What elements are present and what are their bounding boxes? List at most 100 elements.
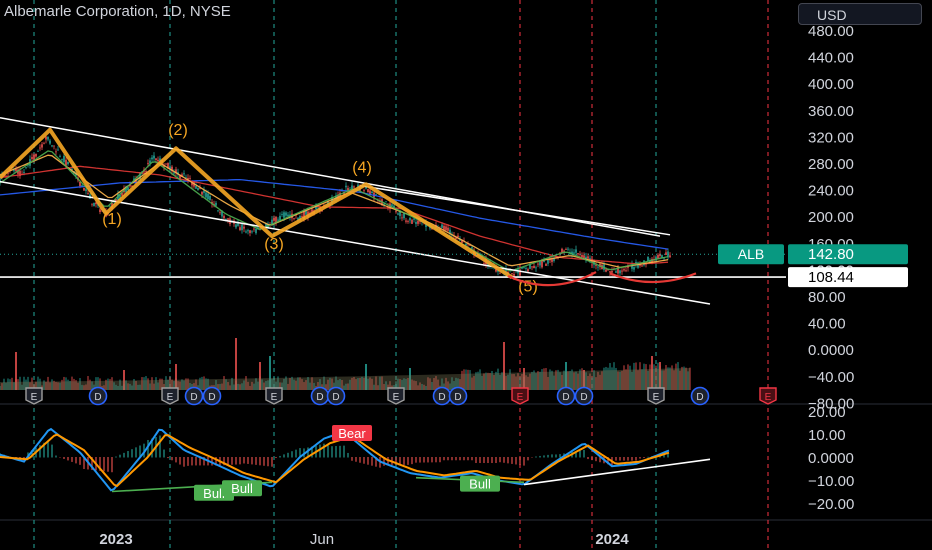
dividend-badge[interactable] <box>448 386 468 406</box>
earnings-badge[interactable] <box>25 387 43 405</box>
price-axis-tick: 280.00 <box>808 156 854 173</box>
volume-bar <box>685 367 687 390</box>
volume-bar <box>611 367 613 390</box>
volume-bar <box>207 378 209 390</box>
candle-body <box>117 194 119 201</box>
earnings-badge[interactable] <box>511 387 529 405</box>
candle-body <box>541 261 543 268</box>
earnings-badge[interactable] <box>387 387 405 405</box>
candle-body <box>275 216 277 223</box>
earnings-badge[interactable] <box>265 387 283 405</box>
volume-bar <box>689 367 691 390</box>
oscillator-histogram-bar <box>619 457 621 461</box>
candle-body <box>553 258 555 261</box>
candle-body <box>135 179 137 184</box>
volume-bar <box>9 379 11 390</box>
candle-body <box>449 229 451 234</box>
event-letter: D <box>438 392 445 403</box>
volume-bar <box>85 384 87 390</box>
volume-bar <box>253 383 255 390</box>
oscillator-histogram-bar <box>115 456 117 458</box>
dividend-badge[interactable] <box>574 386 594 406</box>
candle-body <box>371 191 373 194</box>
volume-bar <box>47 376 49 390</box>
candle-body <box>583 255 585 259</box>
oscillator-histogram-bar <box>575 451 577 458</box>
price-axis-tick: 200.00 <box>808 209 854 226</box>
dividend-badge[interactable] <box>556 386 576 406</box>
volume-bar <box>201 376 203 390</box>
candle-body <box>305 210 307 215</box>
candle-body <box>605 269 607 272</box>
volume-bar <box>437 379 439 390</box>
candle-body <box>365 187 367 189</box>
oscillator-histogram-bar <box>667 453 669 458</box>
volume-bar <box>45 381 47 390</box>
volume-bar <box>137 384 139 390</box>
candle-body <box>315 206 317 210</box>
volume-bar <box>131 385 133 390</box>
volume-bar <box>539 371 541 390</box>
dividend-badge[interactable] <box>202 386 222 406</box>
candle-body <box>95 202 97 205</box>
volume-bar <box>257 381 259 390</box>
candle-body <box>311 209 313 214</box>
volume-bar <box>109 379 111 390</box>
dividend-badge[interactable] <box>88 386 108 406</box>
candle-body <box>201 191 203 195</box>
volume-bar <box>95 377 97 390</box>
earnings-badge[interactable] <box>161 387 179 405</box>
volume-bar <box>547 376 549 390</box>
currency-button[interactable]: USD <box>798 3 922 25</box>
candle-body <box>483 263 485 265</box>
event-letter: E <box>765 392 772 403</box>
earnings-badge[interactable] <box>647 387 665 405</box>
volume-bar <box>395 381 397 390</box>
volume-bar <box>333 382 335 390</box>
volume-bar <box>151 377 153 390</box>
volume-bar <box>509 369 511 390</box>
candle-body <box>87 192 89 194</box>
volume-bar <box>319 379 321 390</box>
candle-body <box>395 211 397 213</box>
volume-bar <box>49 382 51 390</box>
volume-bar <box>625 369 627 390</box>
oscillator-histogram-bar <box>107 457 109 472</box>
earnings-badge[interactable] <box>759 387 777 405</box>
oscillator-histogram-bar <box>447 457 449 461</box>
volume-bar <box>501 372 503 390</box>
volume-bar <box>167 379 169 390</box>
volume-bar <box>91 381 93 390</box>
volume-bar <box>499 374 501 390</box>
candle-body <box>121 192 123 196</box>
oscillator-histogram-bar <box>351 457 353 461</box>
candle-body <box>461 239 463 244</box>
event-letter: D <box>94 392 101 403</box>
volume-bar <box>59 382 61 390</box>
volume-bar <box>187 378 189 390</box>
volume-bar <box>185 378 187 390</box>
dividend-badge[interactable] <box>326 386 346 406</box>
candle-body <box>237 221 239 226</box>
volume-bar <box>479 369 481 390</box>
volume-bar <box>159 378 161 390</box>
price-axis-tick: 240.00 <box>808 183 854 200</box>
volume-bar <box>525 375 527 390</box>
candle-body <box>413 218 415 220</box>
oscillator-histogram-bar <box>567 452 569 458</box>
candle-body <box>43 143 45 145</box>
volume-bar <box>621 370 623 390</box>
volume-bar <box>673 370 675 390</box>
oscillator-histogram-bar <box>119 454 121 458</box>
candle-body <box>369 190 371 195</box>
dividend-badge[interactable] <box>690 386 710 406</box>
oscillator-histogram-bar <box>191 457 193 466</box>
volume-bar <box>419 382 421 390</box>
oscillator-histogram-bar <box>403 457 405 465</box>
dividend-badge[interactable] <box>184 386 204 406</box>
volume-bar <box>473 376 475 390</box>
candle-body <box>581 254 583 258</box>
volume-bar <box>669 367 671 390</box>
volume-bar <box>153 383 155 390</box>
volume-bar <box>591 377 593 390</box>
